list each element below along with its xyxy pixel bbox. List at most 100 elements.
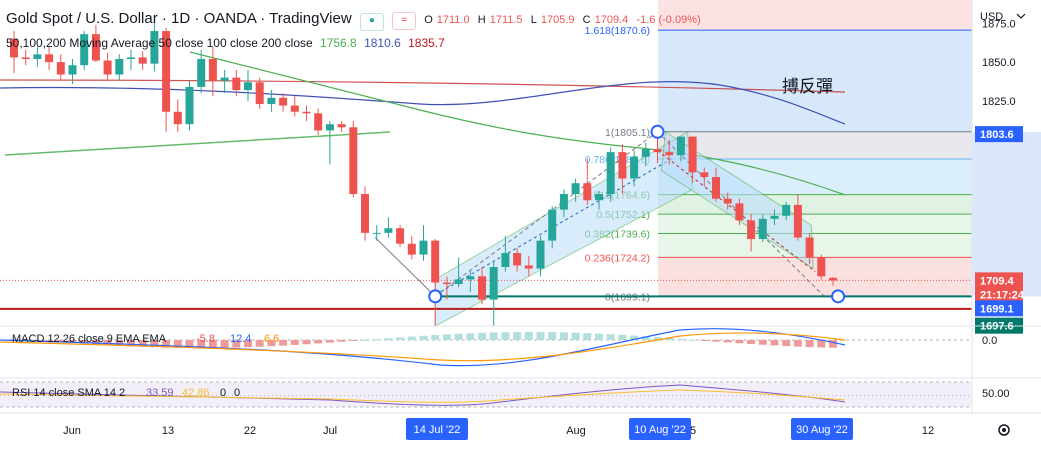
candle[interactable] [361, 186, 369, 241]
candle[interactable] [103, 52, 112, 81]
candle[interactable] [770, 209, 779, 226]
macd-histogram-bar [700, 340, 709, 341]
candle[interactable] [700, 167, 709, 187]
candle-body [33, 54, 42, 59]
candle[interactable] [524, 256, 533, 277]
candle[interactable] [489, 260, 498, 326]
candle[interactable] [80, 31, 89, 70]
macd-histogram-bar [150, 340, 159, 348]
candle[interactable] [829, 277, 837, 286]
candle[interactable] [571, 178, 580, 202]
candle[interactable] [173, 99, 182, 132]
candle[interactable] [641, 142, 650, 167]
anchor-point-marker[interactable] [428, 289, 443, 304]
candle[interactable] [127, 49, 135, 70]
macd-histogram-bar [162, 340, 171, 348]
candle[interactable] [45, 46, 54, 70]
candle[interactable] [595, 190, 603, 210]
wave-icon[interactable]: ≈ [392, 12, 417, 30]
candle[interactable] [314, 108, 323, 136]
candle-body [618, 152, 627, 179]
gear-icon[interactable] [998, 424, 1010, 436]
candle[interactable] [232, 69, 241, 97]
macd-histogram-bar [723, 340, 732, 343]
candle[interactable] [618, 144, 627, 195]
ma-legend-label[interactable]: 50,100,200 Moving Average 50 close 100 c… [6, 36, 313, 50]
candle[interactable] [559, 189, 568, 218]
candle[interactable] [68, 58, 77, 84]
candle[interactable] [758, 214, 767, 243]
macd-histogram-bar [583, 333, 592, 340]
macd-hist-value: -5.8 [196, 333, 215, 345]
candle[interactable] [478, 267, 486, 305]
candle[interactable] [630, 150, 639, 187]
candle[interactable] [267, 90, 276, 112]
macd-histogram-bar [325, 340, 334, 343]
candle[interactable] [396, 225, 405, 247]
rsi-axis-tick: 50.00 [982, 388, 1010, 400]
macd-panel: MACD 12 26 close 9 EMA EMA -5.8 12.4 6.6 0.0 [0, 325, 1041, 367]
price-badge-1803-bg [975, 126, 1023, 143]
candle[interactable] [712, 167, 720, 202]
candle[interactable] [548, 206, 557, 249]
candle[interactable] [244, 69, 252, 101]
candle[interactable] [536, 235, 545, 277]
candle[interactable] [782, 201, 791, 221]
candle[interactable] [220, 69, 229, 94]
candle[interactable] [793, 194, 802, 241]
candle[interactable] [372, 225, 381, 241]
candle[interactable] [676, 136, 685, 162]
price-badge-1699-bg [975, 300, 1023, 317]
candle[interactable] [197, 49, 206, 94]
macd-histogram-bar [606, 334, 615, 340]
candle[interactable] [302, 105, 311, 122]
anchor-point-marker[interactable] [831, 289, 846, 304]
candle[interactable] [185, 80, 194, 131]
fib-zone-top [658, 0, 972, 31]
candle[interactable] [138, 51, 147, 70]
candle[interactable] [407, 235, 416, 260]
candle[interactable] [10, 31, 18, 73]
candle[interactable] [583, 158, 592, 205]
candle[interactable] [279, 93, 288, 112]
candle[interactable] [442, 276, 451, 300]
candle[interactable] [349, 121, 358, 198]
candle[interactable] [91, 24, 100, 63]
candle[interactable] [466, 270, 475, 292]
macd-histogram-bar [641, 336, 650, 340]
price-badge-1803: 1803.6 [980, 129, 1014, 141]
market-open-icon[interactable]: ● [359, 13, 384, 31]
chevron-down-icon[interactable] [1016, 13, 1026, 19]
candle[interactable] [419, 225, 428, 261]
candle[interactable] [817, 254, 826, 280]
rsi-label[interactable]: RSI 14 close SMA 14 2 [12, 387, 125, 399]
candle[interactable] [431, 239, 440, 326]
candle[interactable] [325, 121, 334, 165]
time-tick-label: Jul [323, 425, 337, 437]
candle[interactable] [115, 54, 124, 81]
candle[interactable] [735, 198, 744, 226]
candle[interactable] [290, 96, 299, 117]
candle[interactable] [723, 192, 732, 210]
candle[interactable] [21, 49, 30, 66]
candle[interactable] [665, 139, 674, 165]
macd-label[interactable]: MACD 12 26 close 9 EMA EMA [12, 333, 167, 345]
anchor-point-marker[interactable] [650, 124, 665, 139]
candle[interactable] [56, 54, 65, 81]
candle[interactable] [688, 136, 697, 184]
candle[interactable] [337, 121, 346, 132]
candle[interactable] [747, 214, 756, 252]
macd-histogram-bar [407, 336, 416, 340]
candle[interactable] [805, 232, 814, 264]
candle[interactable] [454, 257, 463, 288]
candle[interactable] [162, 27, 171, 132]
candle[interactable] [384, 217, 393, 238]
candle[interactable] [501, 235, 510, 272]
candle[interactable] [513, 248, 522, 272]
macd-histogram-bar [127, 340, 135, 347]
candle[interactable] [606, 147, 615, 202]
candle[interactable] [33, 46, 42, 67]
candle[interactable] [255, 77, 264, 109]
candle[interactable] [208, 46, 217, 97]
candle[interactable] [150, 21, 159, 72]
